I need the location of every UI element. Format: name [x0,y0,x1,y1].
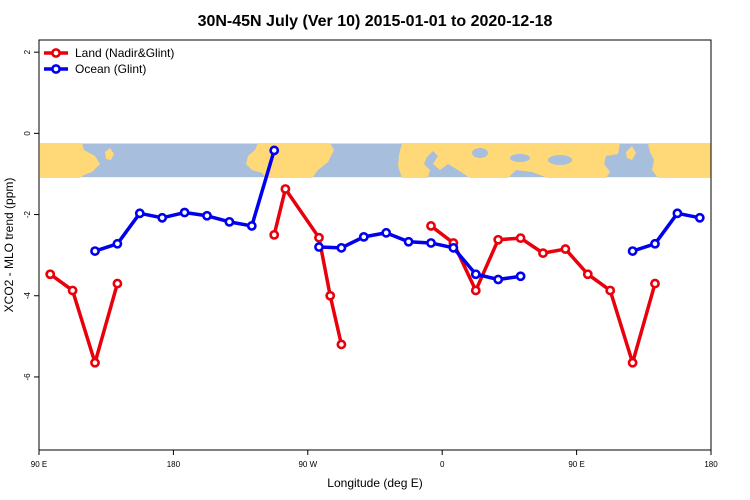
map-water-0 [472,148,488,158]
data-point [381,227,392,238]
data-point [325,290,336,301]
data-point [672,208,683,219]
legend-marker [51,48,61,58]
map-land-5 [626,146,636,160]
data-point [403,236,414,247]
data-point [224,216,235,227]
x-tick-label: 180 [167,460,181,469]
y-tick-label: 0 [23,131,32,136]
data-point [470,285,481,296]
x-axis: 90 E 180 90 W 0 90 E 180 [31,450,718,469]
data-point [560,244,571,254]
data-point [426,238,436,248]
map-land-1 [105,148,114,160]
y-tick-label: -4 [23,292,32,300]
world-map-band [40,143,711,178]
data-point [336,242,347,253]
y-axis-label: XCO2 - MLO trend (ppm) [2,178,16,313]
data-point [650,278,660,289]
data-point [179,207,190,218]
data-point [470,269,481,280]
data-point [157,212,168,223]
data-point [280,184,291,194]
data-point [358,231,369,242]
data-point [90,357,100,368]
data-point [246,221,257,231]
series-line [317,231,523,282]
x-tick-label: 0 [440,460,445,469]
map-water-1 [510,154,530,162]
data-point [202,210,212,221]
legend-marker [51,64,61,74]
data-point [515,233,526,243]
legend: Land (Nadir&Glint) Ocean (Glint) [44,46,174,76]
data-point [448,242,459,253]
data-point [90,246,100,256]
x-tick-label: 90 E [568,460,584,469]
series-line [630,211,702,253]
legend-label: Land (Nadir&Glint) [75,46,174,60]
data-point [605,285,616,296]
map-water-2 [548,155,572,165]
series-0 [45,184,660,368]
data-point [269,229,280,240]
legend-label: Ocean (Glint) [75,62,146,76]
series-layer [45,145,705,368]
data-point [582,269,593,280]
y-tick-label: -2 [23,210,32,218]
series-line [272,187,344,347]
data-point [694,212,705,223]
x-axis-label: Longitude (deg E) [327,476,422,490]
y-tick-label: 2 [23,49,32,54]
chart-title: 30N-45N July (Ver 10) 2015-01-01 to 2020… [198,13,553,30]
series-line [429,224,657,365]
data-point [627,246,638,256]
data-point [67,285,78,296]
series-1 [90,145,705,285]
data-point [45,269,56,280]
data-point [314,232,324,243]
map-land-6 [648,143,711,178]
data-point [515,271,526,282]
x-tick-label: 180 [704,460,718,469]
data-point [134,208,145,219]
data-point [538,248,548,259]
data-point [426,221,436,231]
data-point [493,274,504,285]
data-point [650,238,660,249]
x-tick-label: 90 W [298,460,317,469]
y-tick-label: -6 [23,373,32,381]
data-point [627,357,638,368]
data-point [112,278,123,289]
map-land-0 [40,143,100,178]
series-line [48,272,120,365]
data-point [493,234,504,245]
data-point [112,238,123,249]
plot-frame [38,39,712,451]
data-point [269,145,280,156]
data-point [314,242,324,252]
map-land-3 [398,143,433,178]
x-tick-label: 90 E [31,460,47,469]
data-point [336,339,347,350]
y-axis: 2 0 -2 -4 -6 [23,49,39,380]
